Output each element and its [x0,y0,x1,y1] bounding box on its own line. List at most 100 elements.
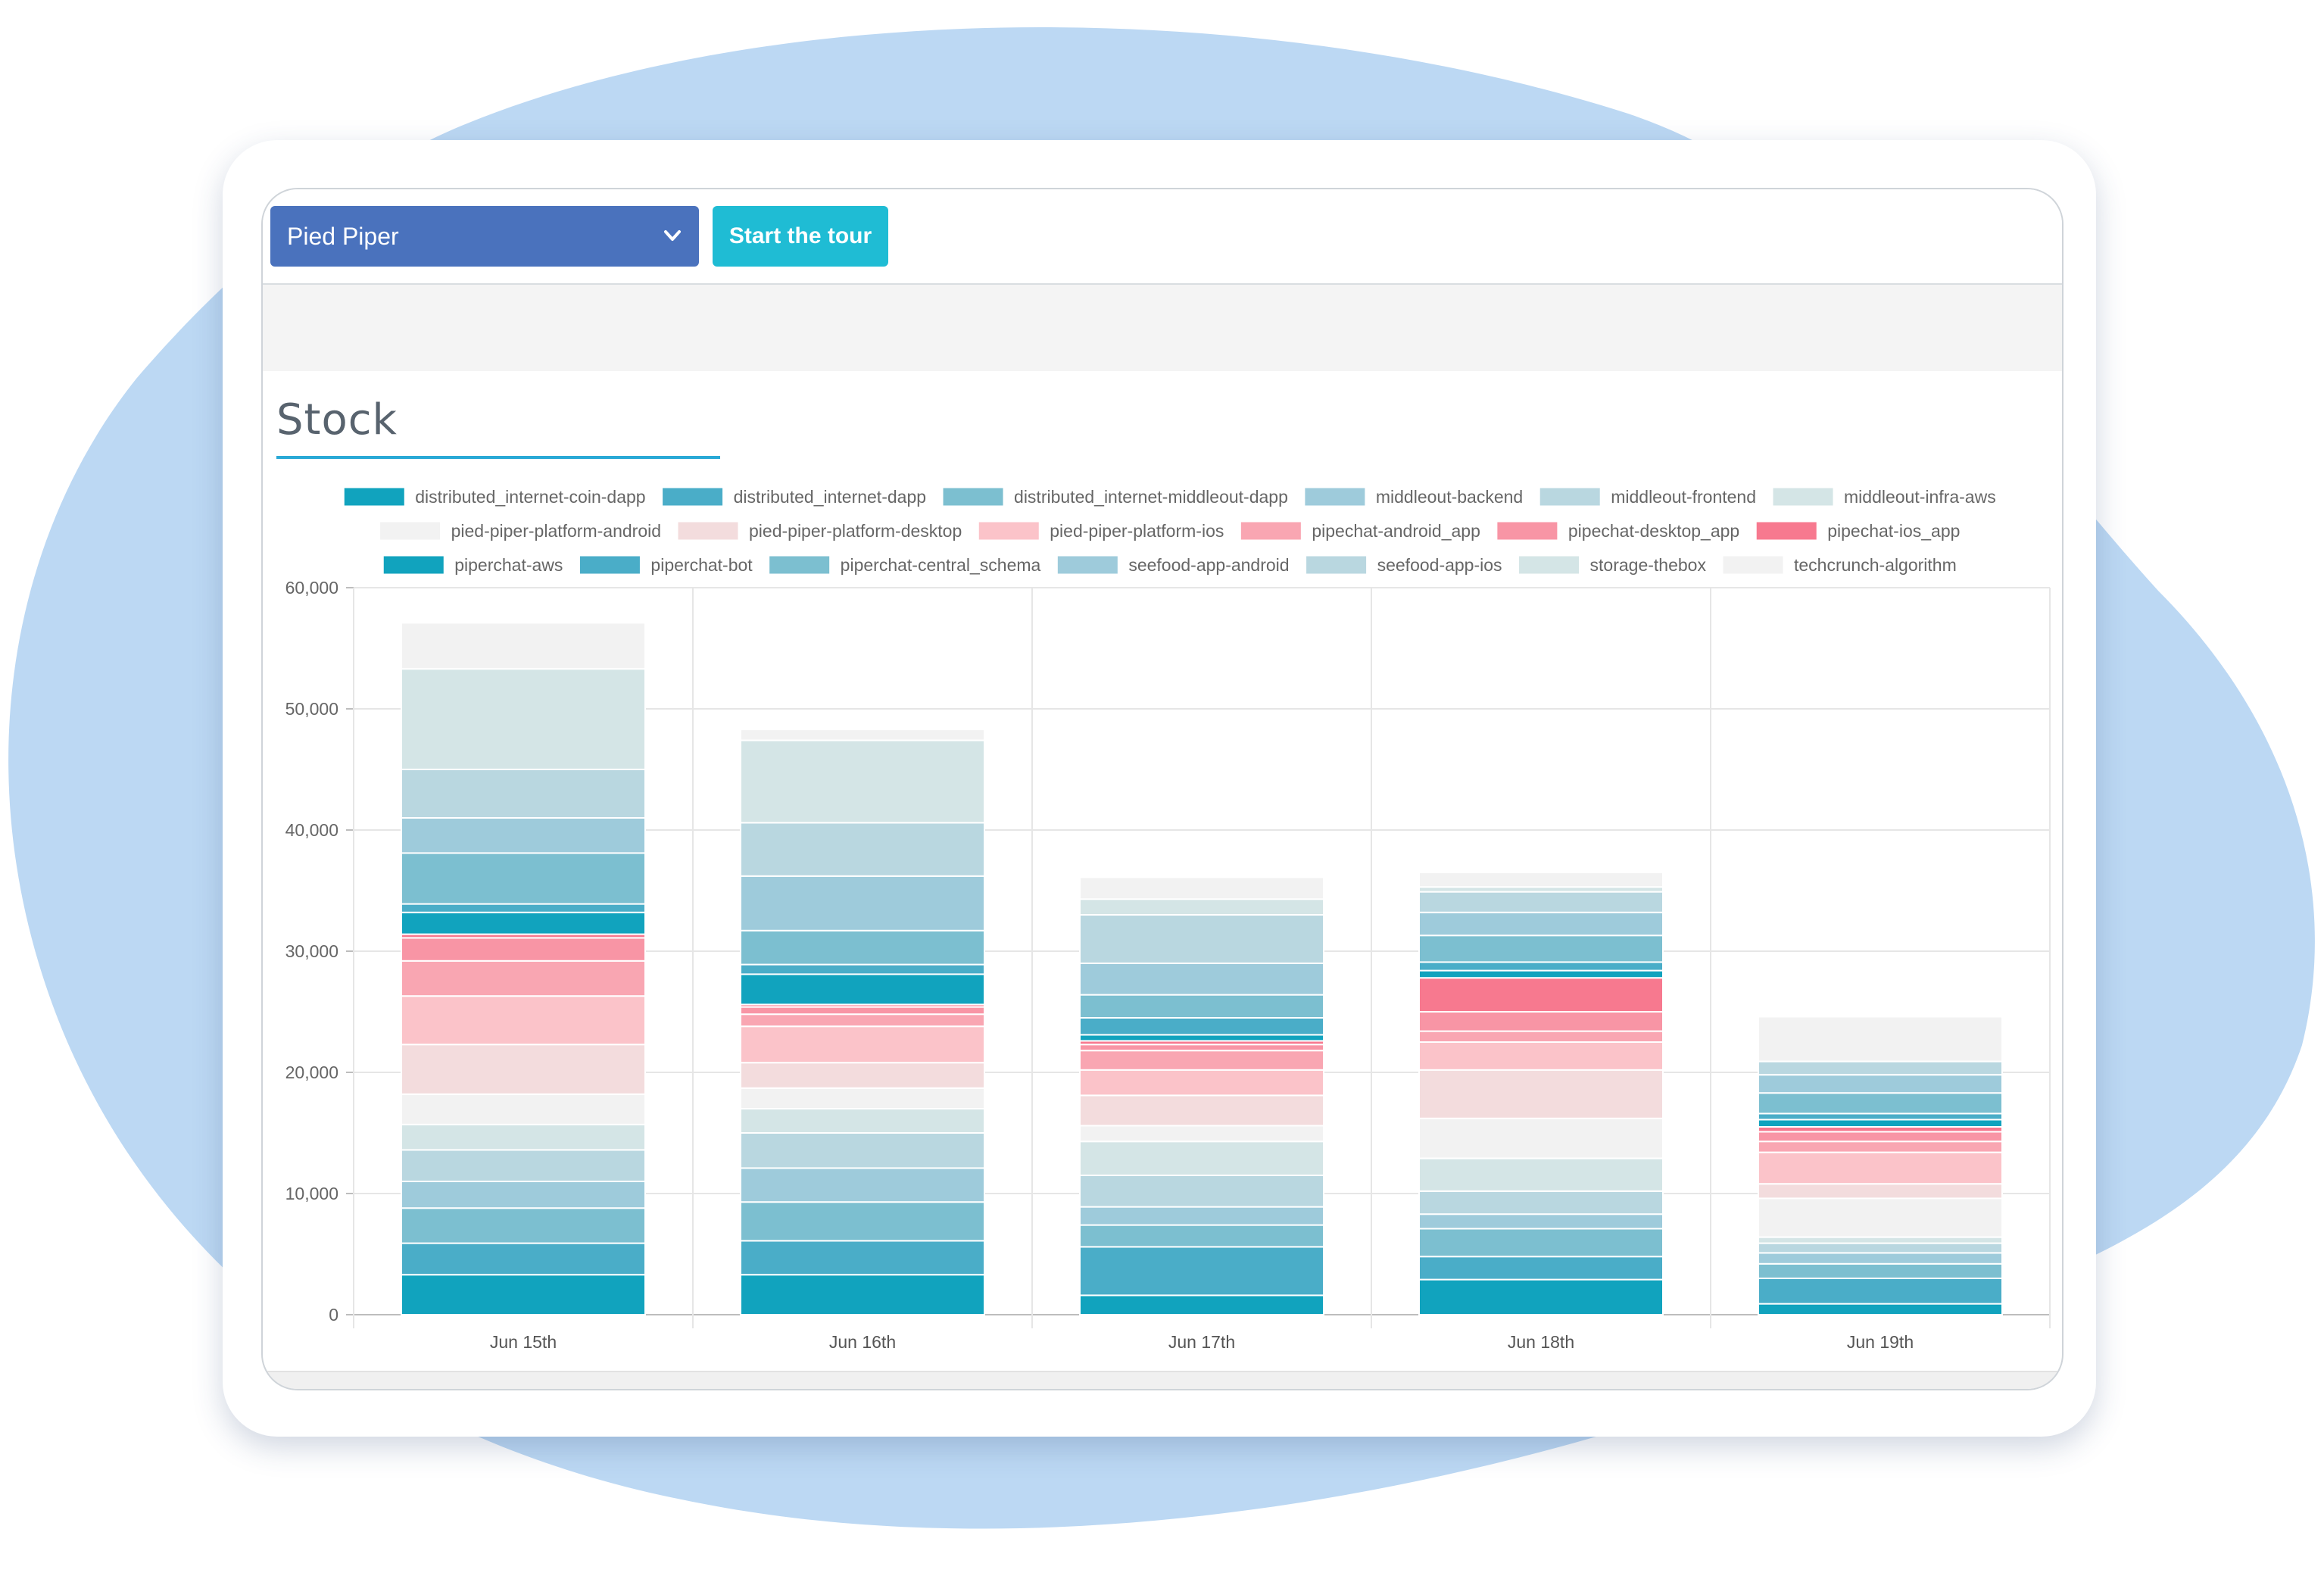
bar-segment [1758,1131,2003,1143]
legend-swatch [379,521,441,541]
legend-swatch [1305,555,1368,575]
legend-label: distributed_internet-coin-dapp [415,487,645,507]
legend-item: piperchat-central_schema [769,555,1041,575]
y-tick-label: 20,000 [285,1063,338,1082]
app-window: Pied Piper Start the tour Stock 0 10,000 2… [261,188,2064,1390]
bar-segment [1418,977,1664,1013]
toolbar: Pied Piper Start the tour [263,189,2062,285]
bar-segment [1079,1125,1324,1143]
legend-swatch [579,555,641,575]
bar-segment [1079,1050,1324,1071]
legend-label: pipechat-ios_app [1827,521,1960,541]
bar-segment [1418,891,1664,913]
legend-label: middleout-frontend [1611,487,1756,507]
start-tour-button[interactable]: Start the tour [713,206,888,267]
bar-segment [401,1123,646,1151]
legend-label: techcrunch-algorithm [1794,555,1957,575]
y-tick-label: 30,000 [285,941,338,961]
bar-segment [1418,1228,1664,1258]
bar-segment [1079,914,1324,964]
legend-label: pied-piper-platform-android [451,521,661,541]
bar-segment [401,622,646,670]
legend-label: pied-piper-platform-desktop [749,521,962,541]
legend-item: piperchat-bot [579,555,753,575]
bar-segment [1418,1030,1664,1043]
bar-segment [401,1181,646,1209]
bar-segment [401,1242,646,1276]
legend-label: distributed_internet-middleout-dapp [1014,487,1288,507]
legend-label: piperchat-central_schema [841,555,1041,575]
bar-segment [1758,1141,2003,1153]
bar-segment [401,911,646,935]
bar-segment [1079,898,1324,916]
bar-segment [740,1201,985,1242]
legend-item: middleout-backend [1304,487,1523,507]
bar-segment [740,963,985,975]
bar-segment [1079,1175,1324,1208]
legend-swatch [1518,555,1580,575]
bar-segment [1758,1303,2003,1315]
legend-item: piperchat-aws [382,555,563,575]
x-tick-label: Jun 16th [829,1332,896,1352]
chevron-down-icon [664,230,681,241]
bar-segment [740,1274,985,1315]
y-tick-label: 60,000 [285,578,338,598]
bar-segment [1079,876,1324,900]
x-tick-label: Jun 19th [1847,1332,1914,1352]
bar-segment [1418,961,1664,972]
legend-item: seefood-app-android [1056,555,1290,575]
x-tick-label: Jun 17th [1168,1332,1235,1352]
bar-segment [1758,1252,2003,1265]
bar-segment [740,1087,985,1110]
bar-segment [401,1044,646,1095]
legend-swatch [677,521,739,541]
legend-item: middleout-infra-aws [1772,487,1996,507]
bar-segment [1418,1011,1664,1032]
bottom-strip [263,1371,2062,1389]
bar-segment [740,1013,985,1028]
legend-label: distributed_internet-dapp [734,487,926,507]
bar-segment [1079,1224,1324,1248]
bar-segment [401,960,646,997]
bar-segment [740,1006,985,1016]
legend-item: pipechat-desktop_app [1496,521,1739,541]
legend-item: seefood-app-ios [1305,555,1502,575]
legend-swatch [1539,487,1601,507]
bar-segment [401,668,646,771]
y-tick-label: 50,000 [285,699,338,719]
legend-swatch [662,487,724,507]
bar-segment [1079,994,1324,1019]
section-title-underline [276,456,720,459]
legend-swatch [1772,487,1834,507]
bar-segment [401,852,646,905]
bar-segment [1418,1069,1664,1119]
bar-segment [1758,1262,2003,1280]
bar-segment [401,903,646,913]
bar-segment [1758,1278,2003,1305]
bar-segment [740,1108,985,1134]
bar-segment [401,1207,646,1244]
bar-segment [1079,1094,1324,1127]
bar-segment [1079,1044,1324,1052]
company-select[interactable]: Pied Piper [270,206,699,267]
legend-item: pied-piper-platform-android [379,521,661,541]
legend-swatch [382,555,445,575]
bar-segment [1079,1017,1324,1036]
bar-segment [740,1025,985,1064]
bar-segment [1758,1197,2003,1238]
bar-segment [1758,1074,2003,1094]
legend-swatch [769,555,831,575]
y-tick-label: 10,000 [285,1184,338,1203]
y-tick-label: 0 [329,1305,338,1325]
legend-swatch [1240,521,1302,541]
bar-segment [1418,1041,1664,1071]
legend-item: pipechat-android_app [1240,521,1480,541]
legend-item: middleout-frontend [1539,487,1756,507]
legend-label: piperchat-bot [650,555,753,575]
legend-label: seefood-app-ios [1377,555,1502,575]
bar-segment [401,995,646,1046]
legend-swatch [978,521,1040,541]
bar-segment [1418,1278,1664,1315]
bar-segment [1758,1236,2003,1244]
bar-segment [1418,935,1664,963]
